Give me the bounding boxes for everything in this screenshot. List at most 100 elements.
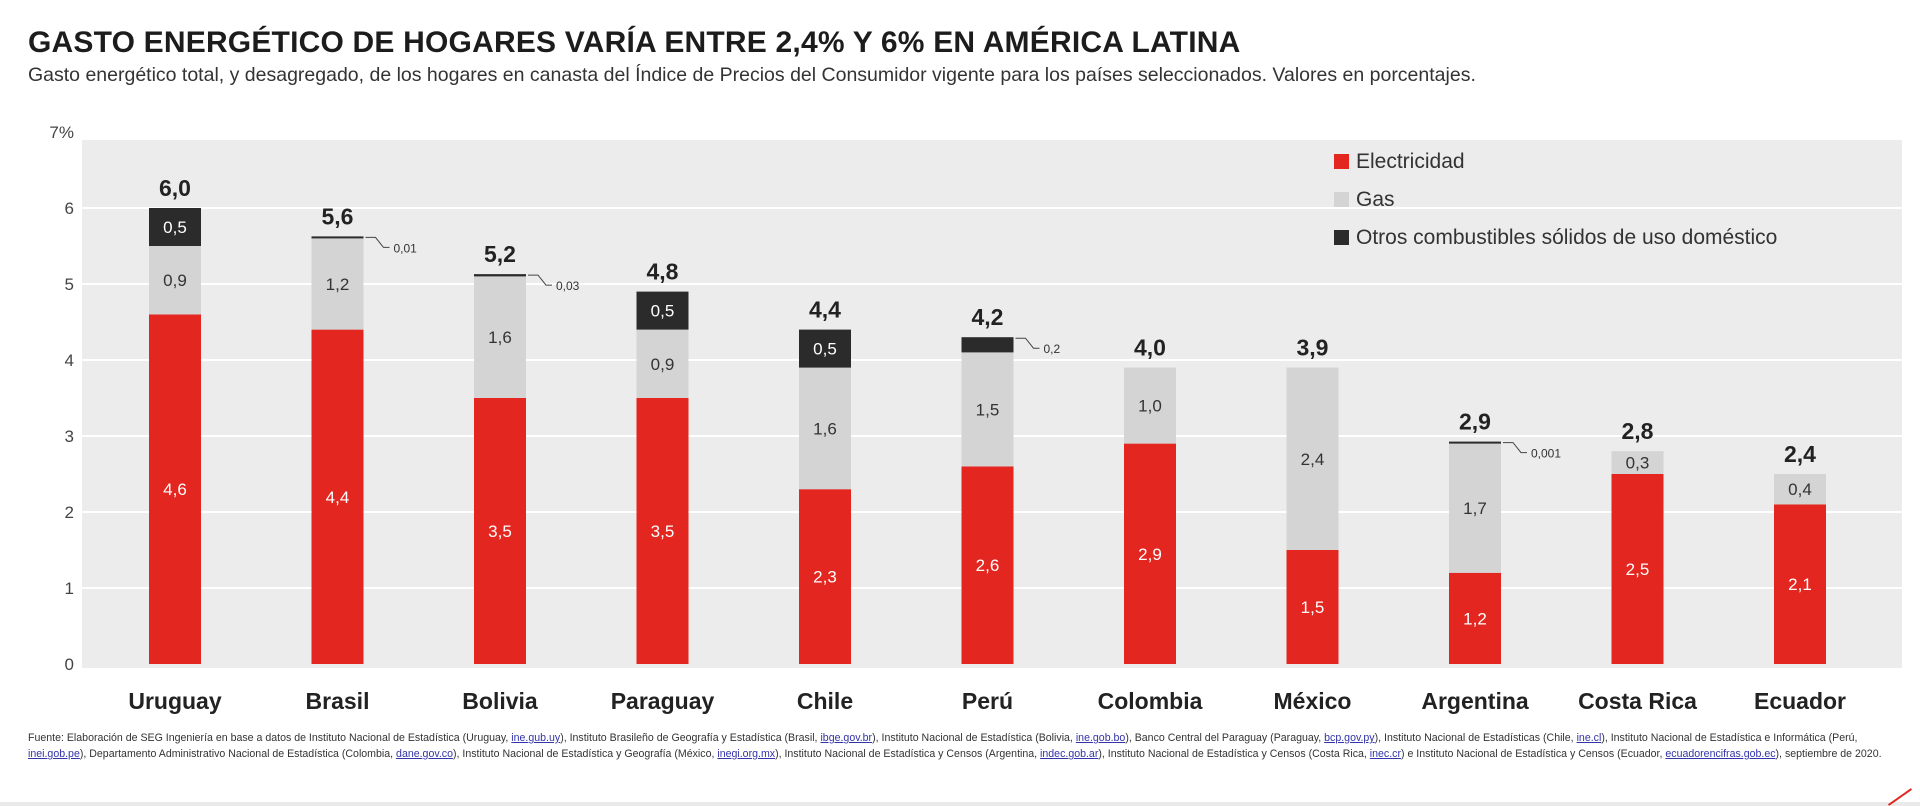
source-link[interactable]: ine.gob.bo	[1075, 732, 1126, 744]
source-text: ), Instituto Nacional de Estadística y G…	[452, 748, 718, 760]
source-link[interactable]: indec.gob.ar	[1040, 748, 1099, 760]
data-label-electricidad: 4,4	[326, 488, 350, 507]
bar-gas	[474, 276, 526, 398]
legend-swatch	[1334, 230, 1349, 245]
bar-otros	[799, 329, 851, 368]
callout-leader-line	[528, 274, 552, 286]
data-label-otros: 0,03	[556, 279, 580, 293]
data-label-gas: 0,9	[651, 355, 675, 374]
y-tick-label: 3	[65, 427, 74, 446]
total-label: 5,2	[484, 241, 516, 267]
bar-otros	[1449, 441, 1501, 444]
x-category-label: Ecuador	[1754, 688, 1846, 714]
callout-leader-line	[365, 236, 390, 248]
data-label-gas: 1,5	[976, 400, 1000, 419]
x-category-label: Costa Rica	[1578, 688, 1697, 714]
total-label: 2,8	[1622, 418, 1654, 444]
bar-electricidad	[961, 466, 1014, 664]
y-tick-label: 7%	[49, 123, 74, 142]
source-text: ), Banco Central del Paraguay (Paraguay,	[1125, 732, 1325, 744]
x-category-label: Uruguay	[128, 688, 222, 714]
bar-gas	[799, 367, 851, 490]
source-link[interactable]: inegi.org.mx	[717, 748, 776, 760]
bar-otros	[636, 291, 689, 330]
total-label: 4,2	[972, 304, 1004, 330]
data-label-otros: 0,5	[813, 340, 837, 359]
data-label-gas: 1,0	[1138, 397, 1162, 416]
bar-gas	[311, 238, 364, 330]
data-label-gas: 1,6	[813, 419, 837, 438]
y-tick-label: 5	[65, 275, 74, 294]
total-label: 5,6	[322, 203, 354, 229]
data-label-gas: 0,9	[163, 271, 187, 290]
total-label: 4,4	[809, 297, 841, 323]
bar-electricidad	[1774, 504, 1826, 664]
y-tick-label: 4	[65, 351, 74, 370]
data-label-gas: 0,4	[1788, 480, 1812, 499]
x-category-label: Bolivia	[462, 688, 538, 714]
source-link[interactable]: ine.cl	[1576, 732, 1602, 744]
data-label-otros: 0,5	[651, 302, 675, 321]
x-category-label: Paraguay	[611, 688, 715, 714]
x-category-label: México	[1274, 688, 1352, 714]
bar-otros	[474, 274, 526, 277]
legend-label: Otros combustibles sólidos de uso domést…	[1356, 226, 1777, 249]
data-label-electricidad: 4,6	[163, 480, 187, 499]
data-label-electricidad: 1,2	[1463, 609, 1487, 628]
total-label: 4,0	[1134, 335, 1166, 361]
source-text: ), septiembre de 2020.	[1775, 748, 1882, 760]
total-label: 2,9	[1459, 409, 1491, 435]
callout-leader-line	[1503, 442, 1527, 454]
source-text: ), Instituto Nacional de Estadística e I…	[1601, 732, 1858, 744]
bar-gas	[1449, 443, 1501, 573]
x-category-label: Perú	[962, 688, 1013, 714]
source-link[interactable]: dane.gov.co	[396, 748, 453, 760]
callout-leader-line	[1015, 337, 1040, 349]
data-label-otros: 0,01	[394, 241, 418, 255]
legend-label: Gas	[1356, 188, 1395, 211]
data-label-gas: 1,6	[488, 328, 512, 347]
data-label-otros: 0,001	[1531, 447, 1561, 461]
bar-electricidad	[311, 329, 364, 664]
data-label-gas: 0,3	[1626, 454, 1650, 473]
bar-otros	[961, 337, 1014, 353]
bar-electricidad	[1449, 572, 1501, 664]
data-label-gas: 1,2	[326, 275, 350, 294]
source-link[interactable]: inec.cr	[1369, 748, 1401, 760]
legend-label: Electricidad	[1356, 150, 1465, 173]
x-category-label: Brasil	[306, 688, 370, 714]
data-label-electricidad: 1,5	[1301, 598, 1325, 617]
data-label-electricidad: 2,1	[1788, 575, 1812, 594]
source-text: ) e Instituto Nacional de Estadística y …	[1401, 748, 1666, 760]
bar-electricidad	[636, 398, 689, 664]
data-label-gas: 1,7	[1463, 499, 1487, 518]
data-label-gas: 2,4	[1301, 450, 1325, 469]
source-link[interactable]: bcp.gov.py	[1324, 732, 1375, 744]
bar-gas	[1774, 474, 1826, 505]
data-label-electricidad: 2,3	[813, 568, 837, 587]
source-note: Fuente: Elaboración de SEG Ingeniería en…	[28, 730, 1898, 762]
bar-electricidad	[149, 314, 201, 664]
source-link[interactable]: inei.gob.pe	[28, 748, 80, 760]
y-tick-label: 0	[65, 655, 74, 674]
x-category-label: Chile	[797, 688, 853, 714]
x-category-label: Colombia	[1098, 688, 1203, 714]
bar-electricidad	[1611, 474, 1664, 664]
total-label: 3,9	[1297, 335, 1329, 361]
total-label: 4,8	[647, 259, 679, 285]
source-link[interactable]: ibge.gov.br	[820, 732, 873, 744]
total-label: 6,0	[159, 175, 191, 201]
source-link[interactable]: ine.gub.uy	[511, 732, 561, 744]
source-text: ), Instituto Nacional de Estadística y C…	[775, 748, 1041, 760]
y-tick-label: 1	[65, 579, 74, 598]
source-text: ), Instituto Nacional de Estadística (Bo…	[872, 732, 1076, 744]
data-label-otros: 0,5	[163, 218, 187, 237]
bar-gas	[149, 246, 201, 315]
source-text: ), Instituto Brasileño de Geografía y Es…	[560, 732, 821, 744]
bar-electricidad	[1286, 550, 1339, 664]
data-label-otros: 0,2	[1044, 342, 1061, 356]
source-link[interactable]: ecuadorencifras.gob.ec	[1665, 748, 1776, 760]
bar-gas	[1286, 367, 1339, 550]
legend-swatch	[1334, 154, 1349, 169]
bar-electricidad	[799, 489, 851, 664]
